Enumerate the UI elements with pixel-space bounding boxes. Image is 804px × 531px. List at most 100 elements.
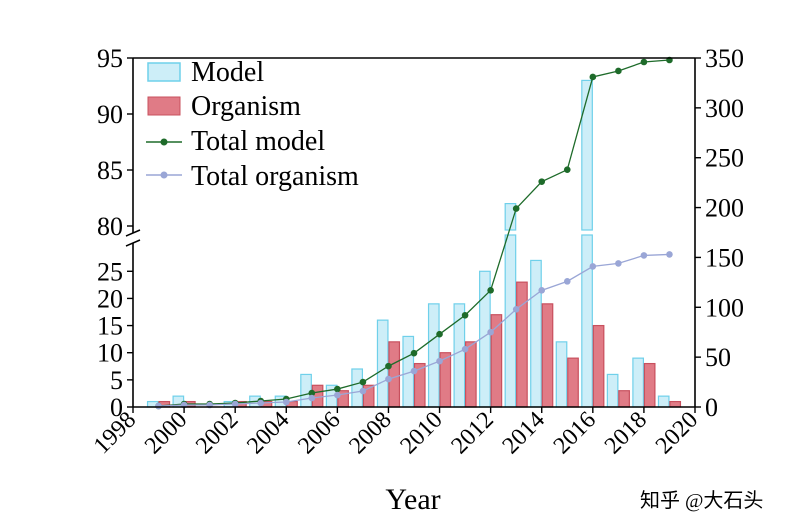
point-total-model-2012 [487, 287, 494, 294]
legend-label-organism: Organism [191, 91, 301, 122]
axis-break-gap [126, 233, 140, 243]
right-tick-label-50: 50 [705, 343, 731, 372]
bar-organism-2017 [618, 390, 630, 408]
point-total-model-2016 [589, 73, 597, 81]
point-total-model-2015 [563, 166, 571, 173]
left-tick-label-80: 80 [97, 212, 123, 241]
point-total-organism-2016 [589, 263, 597, 270]
point-total-organism-2018 [640, 252, 648, 259]
legend-swatch-model [147, 62, 181, 82]
point-total-model-2017 [615, 67, 622, 75]
left-tick-label-25: 25 [97, 257, 123, 286]
point-total-organism-2013 [512, 305, 520, 313]
bar-organism-2019 [669, 400, 682, 408]
left-tick-label-95: 95 [97, 44, 123, 73]
point-total-model-2010 [436, 330, 443, 338]
point-total-model-2006 [334, 385, 341, 393]
x-tick-label-2018: 2018 [600, 407, 652, 459]
right-tick-label-0: 0 [705, 393, 718, 422]
axes-layer [125, 57, 696, 408]
left-tick-label-10: 10 [97, 339, 123, 368]
bar-organism-2014 [541, 303, 554, 408]
left-tick-label-15: 15 [97, 312, 123, 341]
point-total-model-2014 [538, 178, 546, 185]
left-tick-label-20: 20 [97, 284, 123, 313]
left-tick-label-0: 0 [110, 393, 123, 422]
x-tick-label-2002: 2002 [191, 407, 243, 459]
right-tick-label-200: 200 [705, 194, 744, 223]
left-tick-label-90: 90 [97, 100, 123, 129]
point-total-organism-2011 [461, 345, 469, 353]
x-tick-label-2008: 2008 [344, 407, 396, 459]
point-total-organism-2005 [308, 394, 316, 402]
legend-marker-total-model [160, 138, 168, 146]
bar-organism-2018 [643, 362, 656, 408]
legend-label-total-model: Total model [191, 126, 325, 157]
watermark: 知乎 @大石头 [640, 489, 763, 512]
right-tick-label-300: 300 [705, 94, 744, 123]
bar-organism-2016 [592, 324, 605, 408]
bar-organism-2008 [388, 341, 401, 408]
bar-model-2017 [606, 373, 619, 408]
bar-organism-2015 [567, 357, 579, 408]
point-total-model-2007 [359, 378, 367, 386]
point-total-organism-2009 [410, 367, 418, 375]
right-tick-label-250: 250 [705, 144, 744, 173]
bar-model-2014 [530, 259, 542, 408]
bar-model-2013-upper [504, 203, 517, 231]
bar-model-2016-lower [581, 234, 593, 408]
bar-organism-2013 [516, 281, 528, 408]
left-tick-label-5: 5 [110, 366, 123, 395]
point-total-model-2011 [461, 311, 469, 319]
point-total-model-2005 [308, 389, 316, 397]
legend-marker-total-organism [160, 171, 168, 179]
legend: Model Organism Total model Total organis… [146, 57, 359, 192]
lines-layer [155, 56, 673, 410]
point-total-organism-2008 [385, 375, 392, 383]
point-total-model-2008 [385, 362, 392, 370]
point-total-organism-2004 [282, 398, 290, 406]
point-total-organism-2003 [257, 399, 265, 407]
axis-break-mark-2 [125, 239, 141, 247]
x-tick-label-2020: 2020 [651, 407, 703, 459]
point-total-model-2009 [410, 349, 418, 357]
point-total-organism-2019 [666, 251, 673, 258]
point-total-organism-2014 [538, 287, 546, 294]
x-tick-label-2012: 2012 [447, 407, 499, 459]
bar-model-2007 [351, 368, 364, 408]
x-tick-label-2006: 2006 [293, 407, 345, 459]
point-total-organism-2002 [231, 400, 239, 408]
legend-label-model: Model [191, 57, 264, 88]
x-tick-label-2000: 2000 [140, 407, 192, 459]
x-tick-label-1998: 1998 [89, 407, 141, 459]
legend-label-total-organism: Total organism [191, 161, 359, 192]
point-total-organism-2012 [487, 328, 494, 336]
point-total-organism-2015 [563, 278, 571, 285]
point-total-organism-2007 [359, 387, 367, 395]
right-tick-label-350: 350 [705, 44, 744, 73]
point-total-organism-2017 [615, 260, 622, 267]
axis-break-mark-1 [125, 229, 141, 237]
point-total-model-2018 [640, 58, 648, 66]
left-tick-label-85: 85 [97, 156, 123, 185]
point-total-organism-2006 [334, 391, 341, 399]
point-total-model-2013 [512, 205, 520, 212]
right-tick-label-100: 100 [705, 293, 744, 322]
x-axis-title: Year [385, 483, 440, 516]
bar-model-2015 [555, 341, 568, 408]
point-total-organism-1999 [155, 402, 162, 410]
bar-model-2019 [657, 395, 670, 408]
bar-model-2016-upper [581, 79, 593, 231]
x-tick-label-2004: 2004 [242, 407, 294, 459]
bar-model-2018 [632, 357, 645, 408]
point-total-organism-2010 [436, 357, 443, 365]
x-tick-label-2010: 2010 [395, 407, 447, 459]
x-tick-label-2014: 2014 [498, 407, 550, 459]
legend-swatch-organism [147, 96, 181, 116]
bar-model-2010 [427, 303, 440, 408]
x-tick-label-2016: 2016 [549, 407, 601, 459]
bar-model-2013-lower [504, 234, 517, 408]
right-tick-label-150: 150 [705, 243, 744, 272]
bar-organism-2012 [490, 314, 503, 408]
